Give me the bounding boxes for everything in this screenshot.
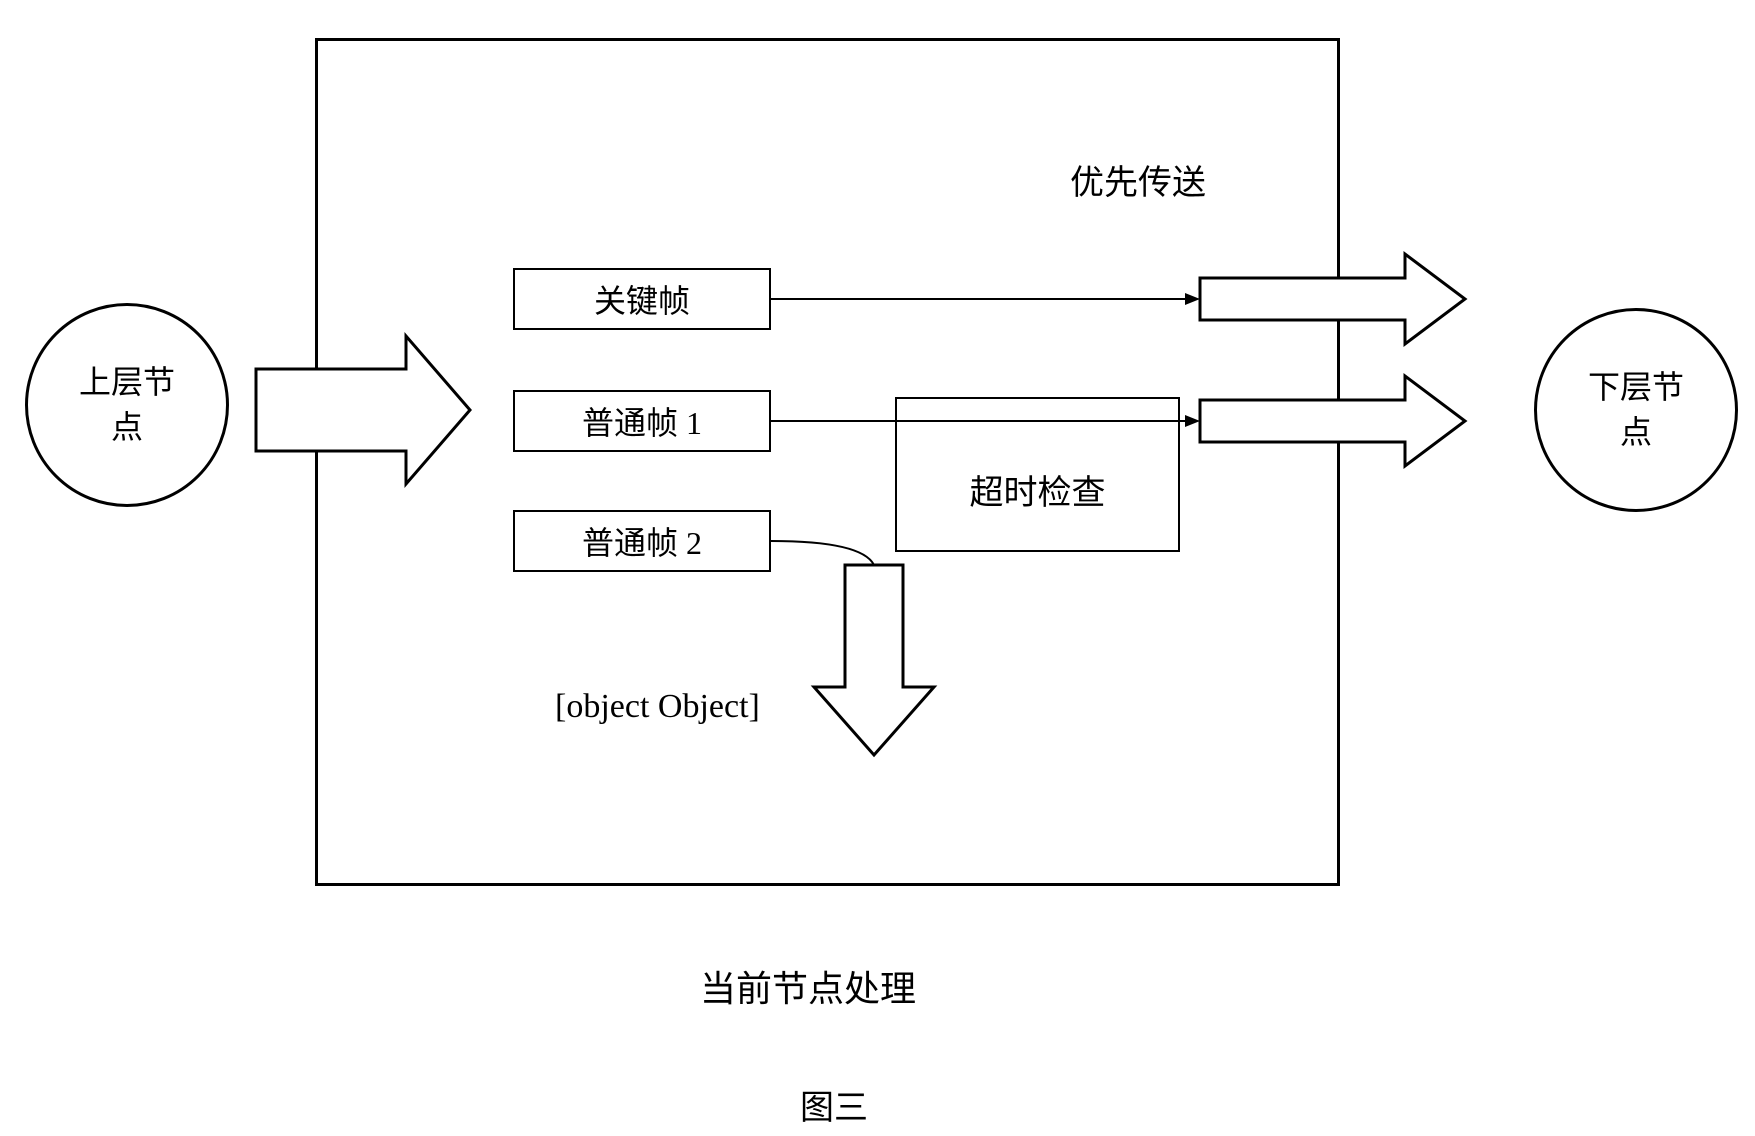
lower-node-label: 下层节点 (1588, 365, 1684, 455)
timeout-discard-label: [object Object] (555, 688, 760, 726)
upper-node-label: 上层节点 (79, 360, 175, 450)
lower-node: 下层节点 (1534, 308, 1738, 512)
diagram-canvas: 上层节点 下层节点 优先传送 关键帧 普通帧 1 普通帧 2 超时检查 [obj… (0, 0, 1755, 1136)
processing-label: 当前节点处理 (700, 960, 916, 1012)
key-frame-box: 关键帧 (513, 268, 771, 330)
priority-label: 优先传送 (1070, 155, 1206, 204)
upper-node: 上层节点 (25, 303, 229, 507)
normal-frame-1-box: 普通帧 1 (513, 390, 771, 452)
figure-caption: 图三 (800, 1080, 868, 1129)
normal-frame-2-box: 普通帧 2 (513, 510, 771, 572)
timeout-check-box: 超时检查 (895, 397, 1180, 552)
timeout-check-label: 超时检查 (970, 477, 1106, 511)
